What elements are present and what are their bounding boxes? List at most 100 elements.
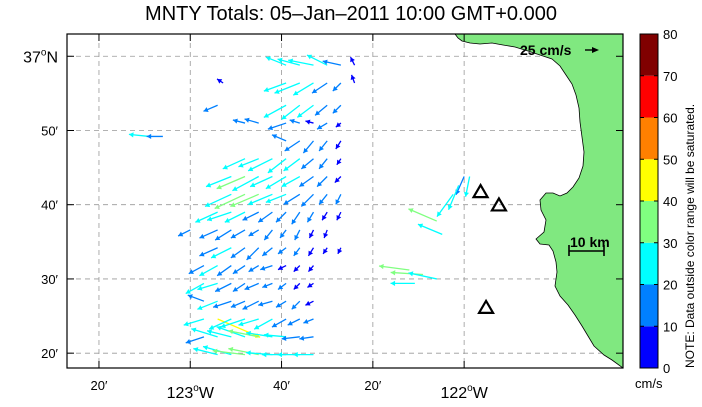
current-vector [260,264,273,271]
current-vector [336,158,342,166]
current-vector [274,82,301,94]
current-vectors [128,54,471,358]
current-vector [271,134,287,142]
current-vector [298,175,314,188]
scale-bar-label: 10 km [570,234,610,250]
current-vector [277,264,287,271]
current-vector [188,264,205,275]
current-vector [185,336,205,344]
current-vector [281,104,301,120]
current-vector [257,211,273,223]
colorbar-segment [640,326,658,368]
current-vector [263,332,287,338]
current-vector [318,140,328,152]
current-vector [318,158,328,170]
current-vector [300,193,314,207]
latitude-labels: 37oN 50′ 40′ 30′ 20′ [23,47,58,361]
current-vector [307,282,314,288]
current-vector [463,176,471,197]
current-vector [244,117,259,124]
colorbar-tick-label: 50 [663,152,677,167]
lat-label: 30′ [41,272,58,287]
current-vector [300,158,314,170]
current-vector [314,104,328,116]
current-vector [335,194,342,205]
current-vector [283,193,301,205]
current-vector [220,318,246,329]
current-vector [230,247,246,259]
colorbar-tick-label: 70 [663,69,677,84]
current-vector [249,175,273,188]
colorbar-tick-label: 0 [663,361,670,376]
lon-label: 20′ [91,378,108,393]
current-vector [291,211,301,225]
radar-sites [471,182,508,314]
current-vector [246,247,260,261]
lon-label: 122oW [440,383,488,402]
current-vector [228,329,259,338]
current-vector [277,282,287,290]
current-vector [265,175,287,190]
current-vector [288,58,314,66]
current-vector [284,140,301,152]
lat-label: 40′ [41,198,58,213]
current-vector [199,229,218,239]
current-vector [408,271,437,280]
current-vector [208,318,232,330]
current-vector [183,318,205,327]
current-vector [214,229,232,241]
current-vector [212,348,246,356]
current-vector [296,104,314,118]
current-vector [417,223,443,235]
colorbar-segment [640,284,658,327]
current-vector [238,158,259,168]
current-vector [230,193,259,208]
current-vector [293,247,301,257]
current-vector [128,132,150,138]
current-vector [224,211,246,223]
colorbar-tick-label: 60 [663,111,677,126]
current-vector [146,133,163,140]
current-vector [294,229,301,241]
current-vector [306,211,315,223]
current-vector [306,54,328,66]
current-vector [283,158,301,172]
current-vector [203,104,218,112]
current-vector [230,300,246,308]
current-vector [334,176,342,184]
current-vector [258,300,273,307]
current-vector [212,300,232,309]
current-vector [214,193,246,210]
radar-site-triangle-icon [490,196,508,212]
colorbar-tick-label: 10 [663,319,677,334]
current-vector [293,265,301,273]
current-vector [263,82,287,92]
current-vector [230,229,246,239]
current-vector [248,265,260,273]
lon-label: 40′ [273,378,290,393]
current-vector [289,118,300,124]
colorbar-segment [640,201,658,243]
current-vector [199,265,218,277]
current-vector [307,265,315,273]
current-vector [265,56,287,66]
current-vector [293,282,301,290]
current-vector [292,82,314,96]
current-vector [185,282,205,295]
land-mass [454,34,623,368]
current-vector [316,122,328,130]
current-vector [238,318,259,327]
current-vector [253,318,273,330]
current-vector [197,282,218,291]
lon-label: 123oW [167,383,215,402]
lon-label: 20′ [364,378,381,393]
colorbar-segment [640,242,658,285]
current-vector [436,193,454,217]
current-vector [281,175,301,188]
frame-ticks [67,34,623,368]
colorbar-tick-label: 40 [663,194,677,209]
scale-vector-label: 25 cm/s [520,42,572,58]
current-vector [303,318,314,324]
colorbar-tick-label: 80 [663,27,677,42]
